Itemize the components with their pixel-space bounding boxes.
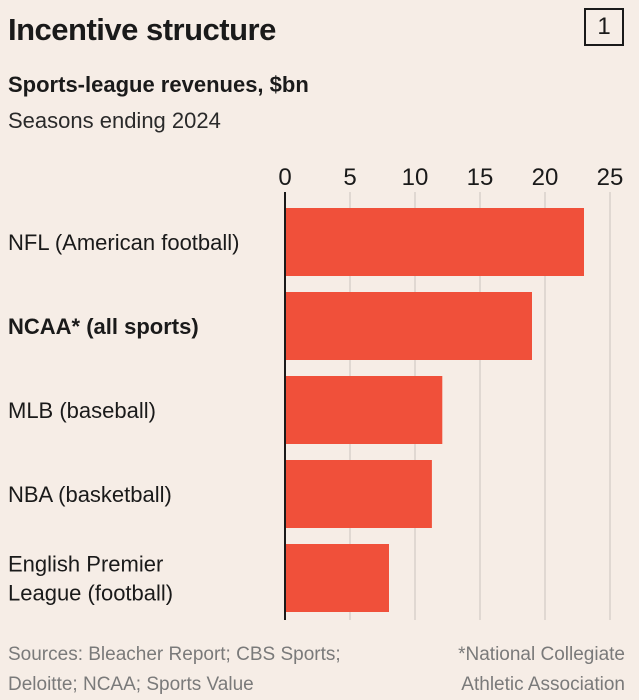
chart-title: Incentive structure <box>8 12 276 47</box>
footnote: *National Collegiate Athletic Associatio… <box>458 640 625 700</box>
bar <box>285 544 389 612</box>
chart-subtitle: Sports-league revenues, $bn <box>8 72 309 97</box>
x-tick-label: 0 <box>278 164 291 191</box>
sources-line-2: Deloitte; NCAA; Sports Value <box>8 674 254 695</box>
x-tick-label: 25 <box>597 164 624 191</box>
x-tick-label: 20 <box>532 164 559 191</box>
chart-subsubtitle: Seasons ending 2024 <box>8 108 221 133</box>
chart-number-badge: 1 <box>584 8 624 46</box>
category-label: League (football) <box>8 581 173 606</box>
category-label: NBA (basketball) <box>8 482 172 507</box>
category-label: NCAA* (all sports) <box>8 314 199 339</box>
category-label: English Premier <box>8 552 163 577</box>
x-tick-label: 5 <box>343 164 356 191</box>
x-tick-label: 10 <box>402 164 429 191</box>
category-label: NFL (American football) <box>8 230 239 255</box>
sources-note: Sources: Bleacher Report; CBS Sports; De… <box>8 640 428 700</box>
bar <box>285 460 432 528</box>
bar <box>285 292 532 360</box>
category-label: MLB (baseball) <box>8 398 156 423</box>
x-tick-label: 15 <box>467 164 494 191</box>
bar <box>285 376 443 444</box>
footnote-line-1: *National Collegiate <box>458 644 625 665</box>
sources-line-1: Sources: Bleacher Report; CBS Sports; <box>8 644 341 665</box>
footnote-line-2: Athletic Association <box>461 674 625 695</box>
bar <box>285 208 584 276</box>
